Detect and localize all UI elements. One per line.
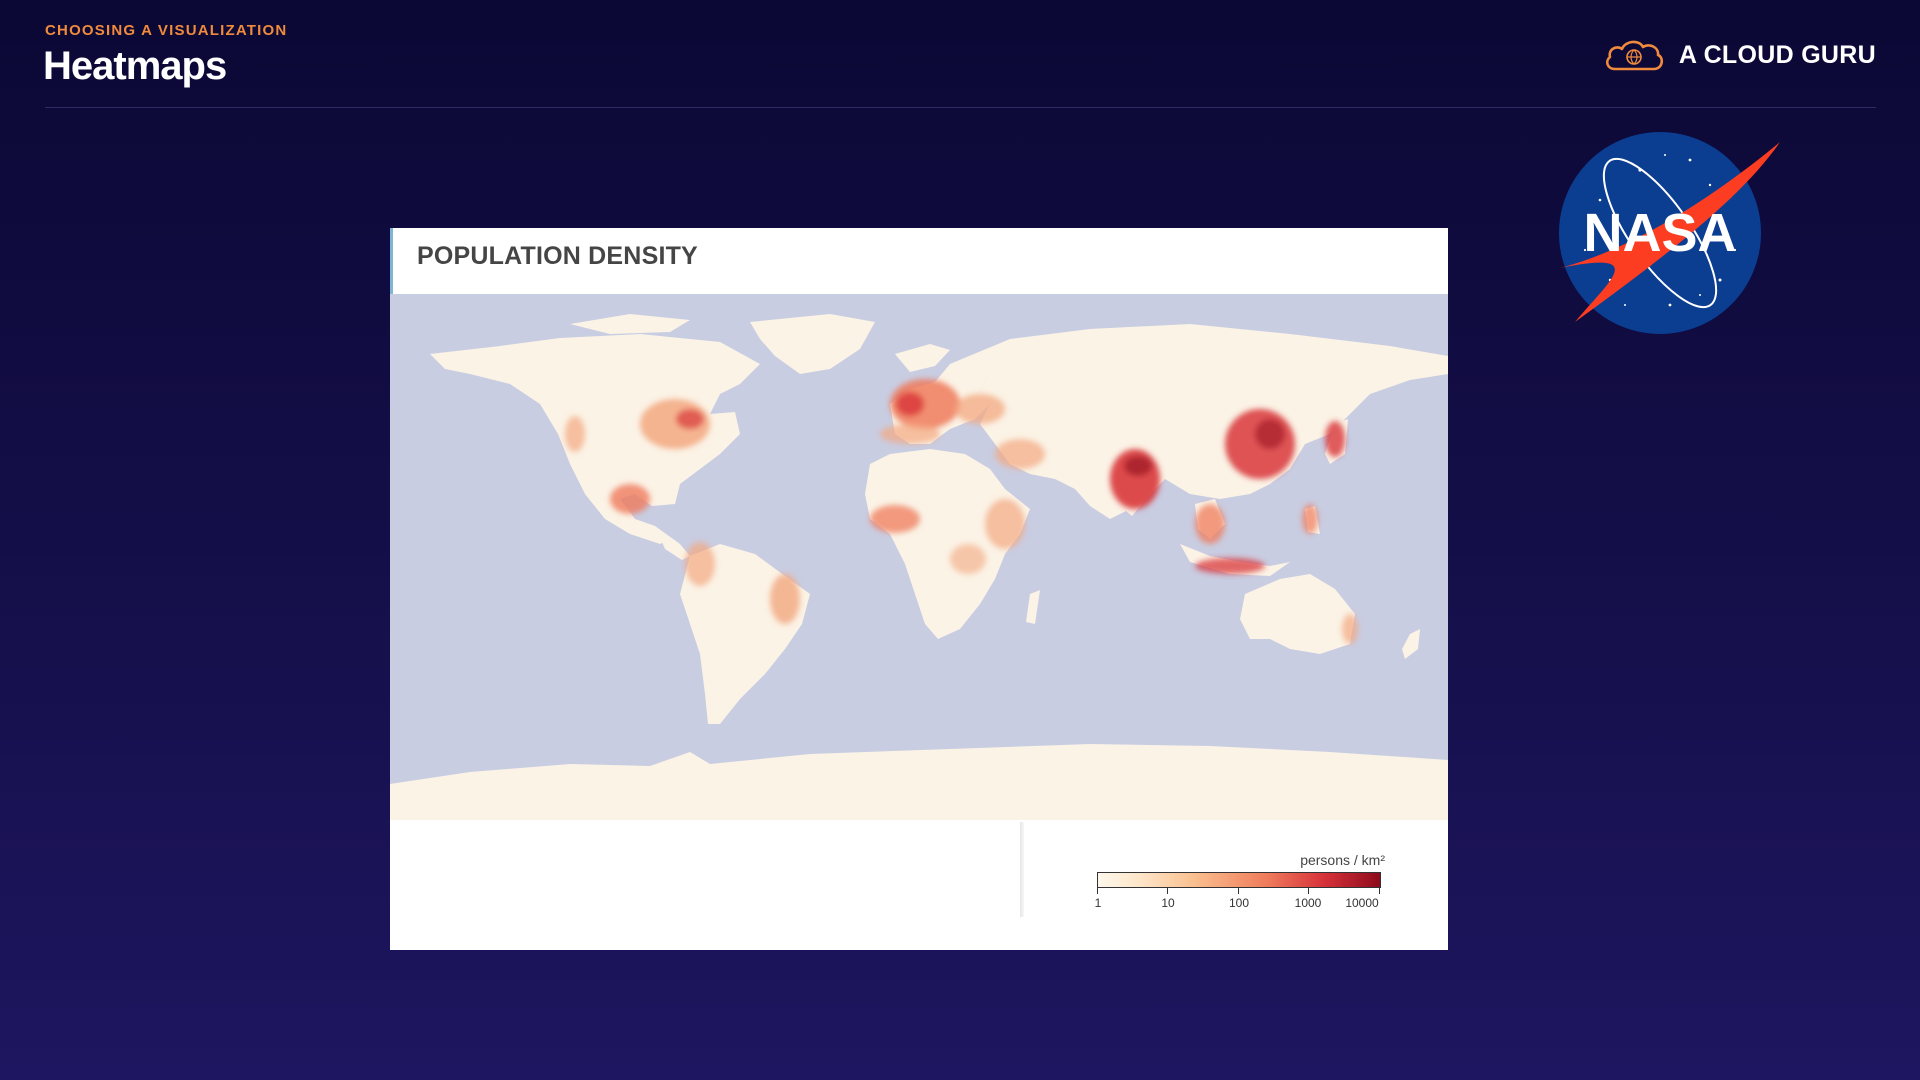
density-hotspots (565, 379, 1358, 644)
legend-tick-label: 1 (1094, 896, 1102, 910)
landmasses (390, 314, 1448, 820)
legend-tick (1379, 888, 1380, 894)
legend-tick-label: 10000 (1345, 896, 1379, 910)
slide-title: Heatmaps (43, 44, 227, 88)
nasa-meatball-logo: NASA (1559, 132, 1780, 334)
figure-panel: POPULATION DENSITY (390, 228, 1448, 950)
brand-name: A CLOUD GURU (1678, 40, 1876, 69)
legend-tick (1238, 888, 1239, 894)
legend-tick (1097, 888, 1098, 894)
legend-separator (1020, 822, 1024, 917)
population-density-map (390, 294, 1448, 820)
cloud-guru-icon (1605, 40, 1663, 71)
brand-logo: A CLOUD GURU (1603, 36, 1876, 74)
legend-tick (1308, 888, 1309, 894)
legend-tick (1167, 888, 1168, 894)
header-divider (45, 107, 1876, 108)
color-legend: persons / km² 1 10 100 1000 10000 (1090, 850, 1440, 940)
legend-tick-label: 1000 (1294, 896, 1322, 910)
nasa-wordmark: NASA (1583, 203, 1736, 263)
legend-tick-label: 100 (1228, 896, 1250, 910)
section-kicker: CHOOSING A VISUALIZATION (45, 22, 288, 39)
figure-title: POPULATION DENSITY (417, 242, 698, 270)
legend-unit: persons / km² (1300, 852, 1385, 868)
panel-edge (390, 228, 393, 336)
legend-color-bar (1097, 872, 1381, 888)
legend-tick-label: 10 (1161, 896, 1175, 910)
